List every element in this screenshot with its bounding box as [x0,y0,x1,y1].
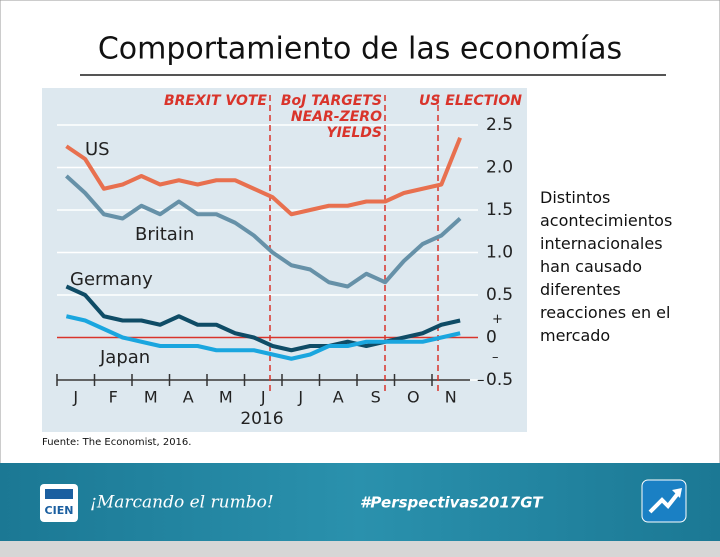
side-text: Distintos acontecimientos internacionale… [540,188,673,345]
source: Fuente: The Economist, 2016. [42,437,191,448]
chart: 2.5 2.0 1.5 1.0 0.5 0 0.5 + –– J F M A M J J A S O N 2016 BRE… [56,93,522,429]
y-tick-label: 0.5 [486,285,513,305]
slogan: ¡Marcando el rumbo! [90,493,274,513]
zero-sign: – [492,350,499,365]
event-label: BoJ TARGETS [281,93,382,109]
x-tick-label: J [297,388,303,407]
event-label: BREXIT VOTE [164,93,267,109]
y-tick-label: 2.5 [486,115,513,135]
arrow-line [648,490,681,514]
x-tick-label: J [72,388,78,407]
x-axis-label: 2016 [240,409,283,429]
x-tick-label: O [407,388,420,407]
event-label: NEAR-ZERO [291,109,382,125]
y-tick-label: 2.0 [486,158,513,178]
x-tick-label: M [219,388,233,407]
series-line [65,314,461,361]
y-tick-label: 1.5 [486,200,513,220]
logo-text: CIEN [45,504,74,517]
y-tick-label: 1.0 [486,243,513,263]
series-label: Britain [135,224,194,245]
minus-sign: – [477,371,485,389]
series-line [65,284,461,353]
x-tick-label: A [183,388,194,407]
series-label: Germany [70,269,153,290]
y-tick-label: 0 [486,328,497,348]
logo-mark [45,489,73,499]
x-tick-label: S [371,388,381,407]
bottom-strip [0,541,720,557]
y-tick-label: 0.5 [486,370,513,390]
hashtag: #Perspectivas2017GT [360,494,544,512]
x-tick-label: F [109,388,118,407]
arrow-head [672,488,682,498]
x-tick-label: A [333,388,344,407]
zero-sign: + [492,312,503,327]
series-label: Japan [99,347,150,368]
x-tick-label: M [144,388,158,407]
slide-title: Comportamiento de las economías [98,32,622,67]
series-line [65,174,462,289]
footer-band [0,463,720,541]
x-tick-label: N [445,388,457,407]
series-label: US [85,139,110,160]
event-label: US ELECTION [419,93,522,109]
event-label: YIELDS [326,125,382,141]
series-line [65,137,462,217]
x-tick-label: J [260,388,266,407]
